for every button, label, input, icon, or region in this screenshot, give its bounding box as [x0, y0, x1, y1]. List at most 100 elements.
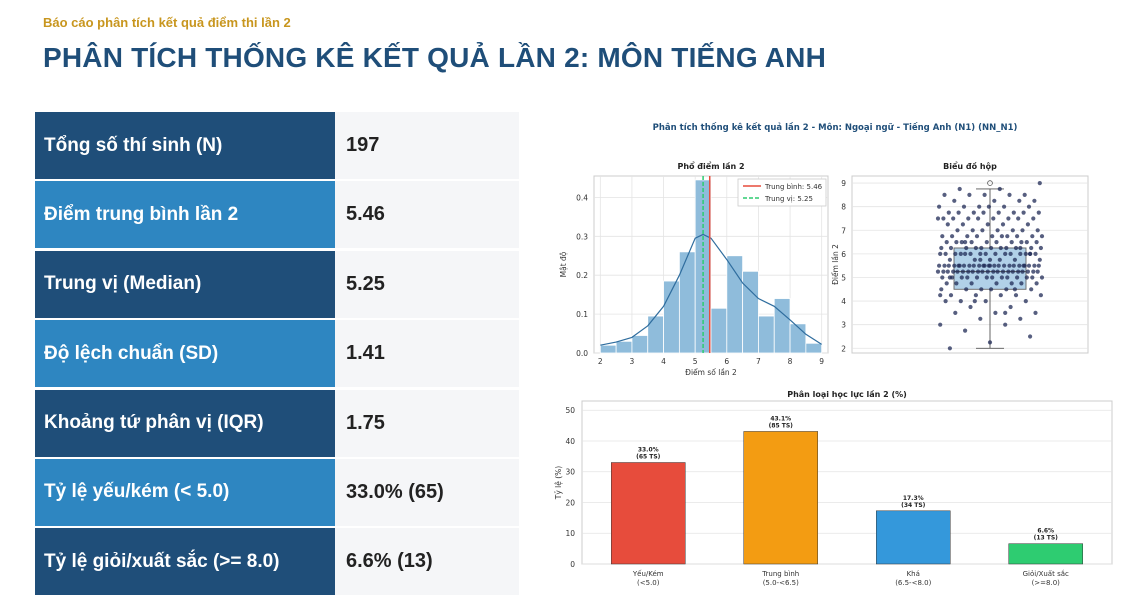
boxplot-point — [1017, 263, 1022, 268]
boxplot-point — [935, 216, 941, 221]
histogram-bar — [758, 315, 775, 354]
histogram-ylabel: Mật độ — [559, 251, 568, 277]
barchart-bar — [876, 510, 951, 565]
legend-mean-label: Trung bình: 5.46 — [764, 183, 823, 191]
barchart-bar — [1008, 543, 1083, 565]
boxplot-point — [1024, 275, 1029, 280]
stats-table: Tổng số thí sinh (N) 197 Điểm trung bình… — [35, 112, 519, 598]
boxplot-point — [944, 281, 949, 286]
histogram-bar — [773, 298, 791, 354]
boxplot-point — [982, 192, 987, 197]
barchart-data-label: 17.3% — [903, 495, 924, 502]
stat-label: Tỷ lệ giỏi/xuất sắc (>= 8.0) — [35, 528, 335, 596]
stat-value: 5.25 — [335, 250, 519, 318]
boxplot-point — [940, 275, 945, 280]
boxplot-point — [971, 210, 976, 215]
boxplot-point — [979, 287, 984, 292]
boxplot-point — [957, 186, 962, 192]
histogram-ytick-label: 0.0 — [576, 349, 588, 358]
boxplot-point — [959, 275, 964, 280]
boxplot-point — [963, 251, 968, 256]
boxplot-point — [994, 281, 999, 286]
boxplot-point — [1039, 234, 1045, 239]
boxplot-point — [961, 263, 967, 268]
boxplot-point — [987, 257, 993, 262]
boxplot-title: Biểu đồ hộp — [943, 160, 997, 171]
boxplot-point — [958, 299, 963, 304]
histogram-bar — [678, 251, 696, 354]
boxplot-ytick-label: 9 — [841, 179, 846, 188]
boxplot-ytick-label: 2 — [841, 344, 846, 353]
boxplot-point — [952, 198, 957, 203]
boxplot-point — [1020, 269, 1025, 274]
boxplot-point — [971, 263, 976, 268]
boxplot-point — [1016, 269, 1021, 274]
boxplot-point — [1038, 293, 1043, 298]
boxplot-point — [986, 204, 991, 209]
boxplot-point — [1004, 245, 1009, 251]
histogram-bar — [615, 340, 633, 354]
boxplot-point — [953, 310, 958, 315]
stat-row-median: Trung vị (Median) 5.25 — [35, 250, 519, 318]
boxplot-ytick-label: 6 — [841, 250, 846, 259]
boxplot-point — [987, 340, 993, 345]
boxplot-point — [1036, 210, 1041, 215]
stat-row-iqr: Khoảng tứ phân vị (IQR) 1.75 — [35, 389, 519, 457]
boxplot-point — [979, 245, 984, 251]
barchart-category-label: Khá — [907, 570, 920, 578]
barchart-ylabel: Tỷ lệ (%) — [554, 466, 563, 501]
barchart-ytick-label: 0 — [570, 560, 575, 569]
boxplot-point — [950, 234, 955, 239]
boxplot-point — [1030, 275, 1035, 280]
stat-row-excellent-rate: Tỷ lệ giỏi/xuất sắc (>= 8.0) 6.6% (13) — [35, 528, 519, 596]
barchart-category-label: (5.0-<6.5) — [763, 579, 799, 587]
boxplot-point — [1019, 281, 1024, 286]
boxplot-point — [976, 269, 981, 274]
boxplot-point — [941, 216, 946, 221]
histogram-bar — [647, 315, 664, 354]
boxplot-point — [961, 204, 967, 209]
boxplot-point — [954, 240, 959, 245]
histogram-bar — [599, 344, 617, 354]
figure-suptitle: Phân tích thống kê kết quả lần 2 - Môn: … — [653, 122, 1018, 133]
boxplot-point — [969, 281, 974, 286]
boxplot-point — [996, 210, 1001, 215]
boxplot-point — [1004, 287, 1009, 292]
boxplot-ytick-label: 4 — [841, 297, 846, 306]
stat-label: Tổng số thí sinh (N) — [35, 112, 335, 179]
barchart-ytick-label: 50 — [565, 406, 575, 415]
boxplot-point — [999, 234, 1004, 239]
boxplot-point — [983, 251, 988, 256]
boxplot-point — [1019, 240, 1024, 245]
boxplot-point — [968, 304, 973, 310]
boxplot-point — [992, 198, 997, 203]
boxplot-point — [1010, 269, 1015, 274]
stat-row-sd: Độ lệch chuẩn (SD) 1.41 — [35, 320, 519, 388]
histogram-bar — [742, 270, 759, 354]
boxplot-point — [984, 275, 989, 280]
boxplot-point — [1035, 228, 1040, 233]
boxplot-point — [1028, 334, 1033, 339]
boxplot-point — [1021, 210, 1026, 215]
histogram-title: Phổ điểm lần 2 — [677, 160, 744, 171]
boxplot-point — [967, 192, 972, 197]
boxplot-point — [983, 299, 988, 304]
boxplot-point — [947, 275, 952, 280]
barchart-ytick-label: 20 — [565, 498, 575, 507]
histogram-ytick-label: 0.3 — [576, 232, 588, 241]
boxplot-point — [968, 251, 973, 256]
boxplot-point — [1026, 204, 1032, 209]
boxplot-point — [970, 269, 975, 274]
boxplot-point — [942, 192, 947, 197]
boxplot-point — [984, 240, 989, 245]
boxplot-point — [963, 240, 968, 245]
boxplot-point — [938, 322, 943, 327]
boxplot-point — [1013, 245, 1019, 251]
boxplot-point — [1003, 251, 1008, 256]
boxplot-point — [1018, 316, 1023, 321]
boxplot-point — [946, 263, 951, 268]
boxplot-point — [1033, 310, 1038, 315]
boxplot-point — [1037, 181, 1042, 186]
boxplot-point — [1002, 263, 1007, 268]
boxplot-point — [1022, 263, 1027, 268]
